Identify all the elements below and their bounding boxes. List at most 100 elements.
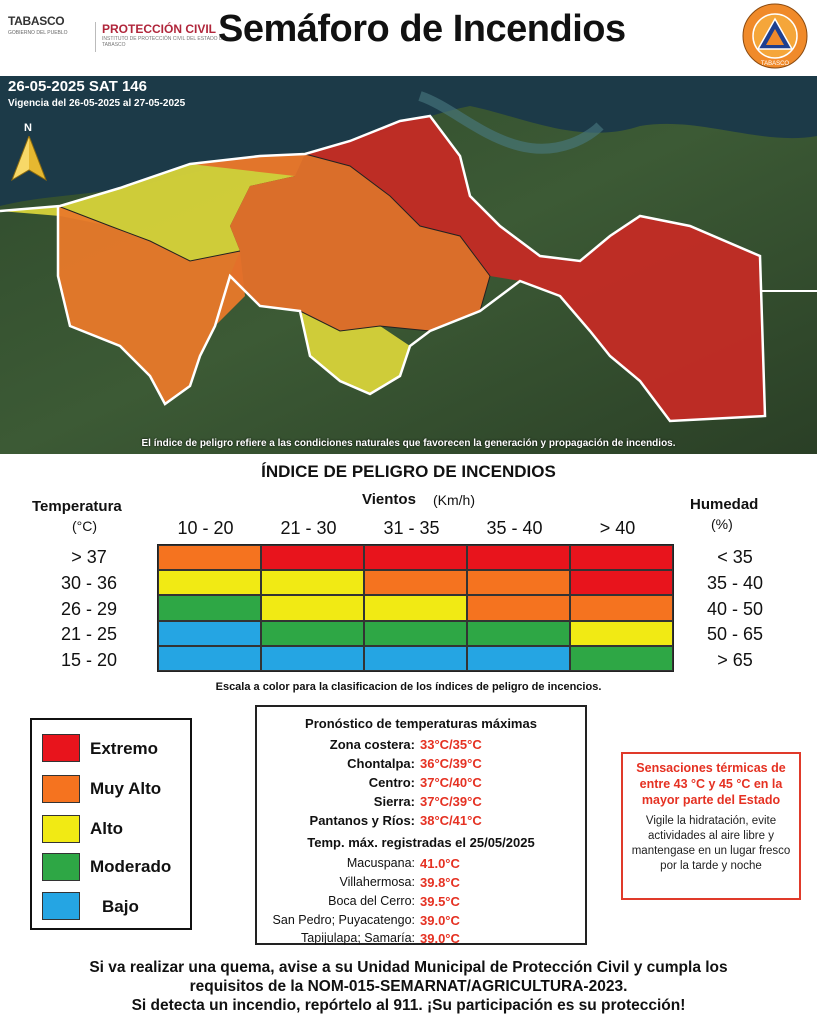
fire-risk-map [0, 76, 817, 454]
humidity-range-4: 50 - 65 [706, 624, 764, 644]
grid-cell [467, 645, 570, 671]
grid-cell [364, 545, 467, 571]
grid-cell [158, 620, 261, 646]
footer-message: Si va realizar una quema, avise a su Uni… [0, 958, 817, 1015]
svg-text:TABASCO: TABASCO [761, 61, 790, 67]
temp-range-2: 30 - 36 [60, 573, 118, 593]
temp-range-5: 15 - 20 [60, 650, 118, 670]
header [0, 0, 817, 76]
zone-name: Sierra: [373, 794, 415, 809]
legend-label-muy-alto: Muy Alto [90, 779, 162, 798]
grid-cell [158, 645, 261, 671]
humidity-range-1: < 35 [717, 547, 753, 567]
footer-line-1: Si va realizar una quema, avise a su Uni… [89, 959, 728, 976]
index-title: ÍNDICE DE PELIGRO DE INCENDIOS [261, 462, 556, 481]
bulletin-date: 26-05-2025 SAT 146 [8, 78, 147, 95]
legend-label-alto: Alto [90, 819, 124, 838]
bulletin-validity: Vigencia del 26-05-2025 al 27-05-2025 [8, 98, 186, 109]
station-name: Tapijulapa; Samaría: [301, 931, 415, 945]
zone-value: 37°C/39°C [420, 794, 482, 809]
grid-cell [570, 645, 673, 671]
temperature-label: Temperatura [32, 498, 122, 515]
grid-cell [570, 620, 673, 646]
wind-range-3: 31 - 35 [383, 518, 440, 538]
footer-line-2: requisitos de la NOM-015-SEMARNAT/AGRICU… [189, 978, 628, 995]
legend-swatch-alto [42, 815, 80, 843]
zone-name: Pantanos y Ríos: [309, 813, 415, 828]
footer-line-3: Si detecta un incendio, repórtelo al 911… [131, 997, 686, 1014]
grid-cell [467, 620, 570, 646]
heat-sensation-headline: Sensaciones térmicas de entre 43 °C y 45… [636, 761, 786, 807]
humidity-label: Humedad [690, 496, 759, 513]
grid-cell [261, 620, 364, 646]
north-arrow-icon [10, 134, 48, 187]
zone-name: Zona costera: [329, 737, 415, 752]
zone-name: Centro: [368, 775, 415, 790]
grid-cell [570, 545, 673, 571]
tabasco-logo: TABASCO GOBIERNO DEL PUEBLO [8, 14, 96, 54]
proteccion-civil-logo: PROTECCIÓN CIVIL INSTITUTO DE PROTECCIÓN… [95, 22, 227, 52]
grid-cell [261, 545, 364, 571]
legend-label-bajo: Bajo [102, 897, 139, 916]
temp-range-1: > 37 [71, 547, 107, 567]
forecast-title: Pronóstico de temperaturas máximas [305, 716, 537, 731]
grid-cell [467, 595, 570, 621]
legend-label-moderado: Moderado [90, 857, 172, 876]
temperature-forecast-box: Pronóstico de temperaturas máximas Zona … [255, 705, 587, 946]
wind-label: Vientos [362, 491, 416, 508]
grid-cell [364, 570, 467, 596]
grid-cell [158, 545, 261, 571]
humidity-range-5: > 65 [717, 650, 753, 670]
legend-swatch-moderado [42, 853, 80, 881]
heat-sensation-box: Sensaciones térmicas de entre 43 °C y 45… [621, 752, 801, 900]
tabasco-logo-text: TABASCO [8, 14, 65, 28]
heat-sensation-advice: Vigile la hidratación, evite actividades… [631, 815, 791, 872]
wind-range-2: 21 - 30 [280, 518, 337, 538]
temp-range-4: 21 - 25 [60, 624, 118, 644]
wind-range-1: 10 - 20 [177, 518, 234, 538]
station-value: 41.0°C [420, 856, 460, 871]
risk-legend: Extremo Muy Alto Alto Moderado Bajo [30, 718, 192, 930]
grid-cell [261, 570, 364, 596]
temp-range-3: 26 - 29 [60, 599, 118, 619]
page-title: Semáforo de Incendios [218, 8, 626, 50]
station-name: Boca del Cerro: [328, 894, 415, 908]
temperature-unit: (°C) [72, 518, 98, 534]
legend-swatch-muy-alto [42, 775, 80, 803]
wind-range-5: > 40 [599, 518, 636, 538]
wind-unit: (Km/h) [433, 492, 475, 508]
north-label: N [24, 122, 32, 134]
recorded-title: Temp. máx. registradas el 25/05/2025 [307, 835, 535, 850]
humidity-unit: (%) [711, 516, 733, 532]
tabasco-logo-subtext: GOBIERNO DEL PUEBLO [8, 30, 68, 36]
zone-value: 37°C/40°C [420, 775, 482, 790]
zone-value: 36°C/39°C [420, 756, 482, 771]
risk-index-grid [157, 544, 674, 672]
station-value: 39.5°C [420, 894, 460, 909]
wind-range-4: 35 - 40 [486, 518, 543, 538]
grid-cell [261, 595, 364, 621]
scale-note: Escala a color para la clasificacion de … [215, 681, 602, 693]
station-value: 39.0°C [420, 913, 460, 928]
grid-cell [364, 645, 467, 671]
zone-value: 33°C/35°C [420, 737, 482, 752]
zone-name: Chontalpa: [347, 756, 415, 771]
humidity-range-2: 35 - 40 [706, 573, 764, 593]
station-value: 39.8°C [420, 875, 460, 890]
station-value: 39.0°C [420, 931, 460, 946]
grid-cell [158, 570, 261, 596]
grid-cell [261, 645, 364, 671]
map-note: El índice de peligro refiere a las condi… [141, 438, 676, 449]
station-name: Macuspana: [346, 856, 415, 870]
station-name: San Pedro; Puyacatengo: [272, 913, 415, 927]
station-name: Villahermosa: [339, 875, 415, 889]
grid-cell [364, 620, 467, 646]
zone-value: 38°C/41°C [420, 813, 482, 828]
grid-cell [467, 545, 570, 571]
grid-cell [364, 595, 467, 621]
grid-cell [570, 595, 673, 621]
legend-swatch-bajo [42, 892, 80, 920]
legend-label-extremo: Extremo [90, 739, 159, 758]
civil-protection-seal-icon: TABASCO [742, 3, 808, 69]
legend-swatch-extremo [42, 734, 80, 762]
